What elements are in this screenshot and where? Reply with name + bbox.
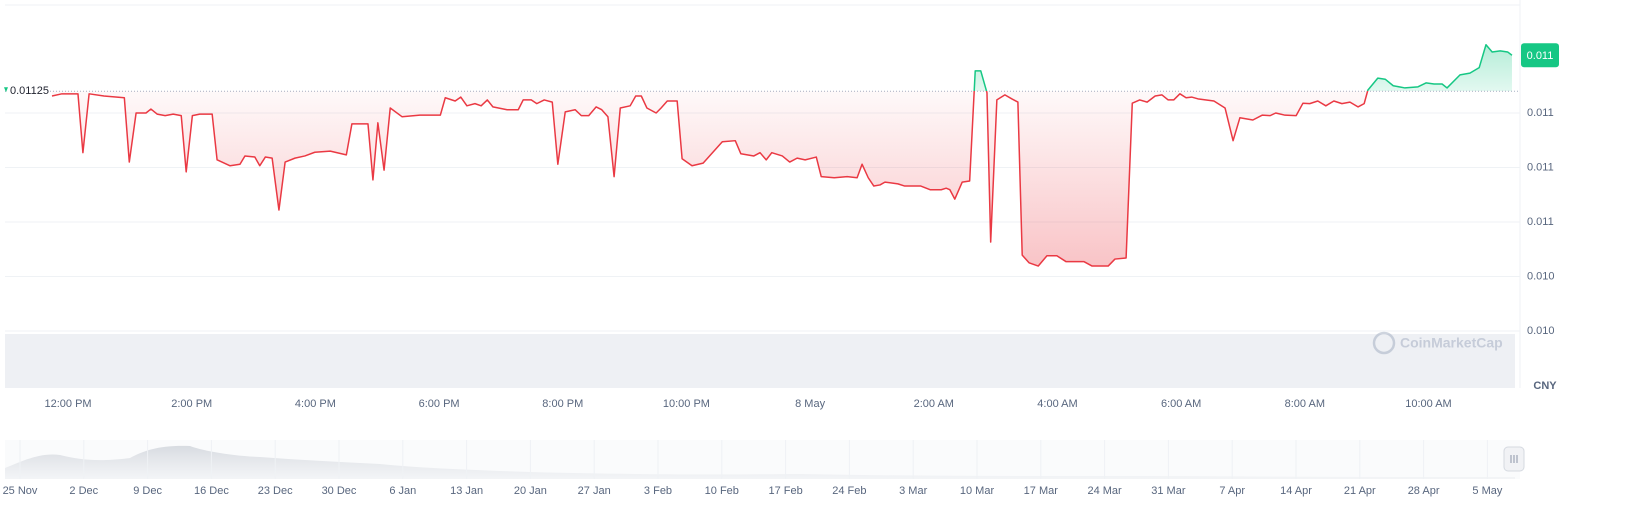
y-tick-label: 0.010: [1527, 325, 1555, 337]
watermark: CoinMarketCap: [1372, 331, 1503, 355]
price-line: [51, 44, 1513, 267]
x-tick-label: 8 May: [795, 398, 825, 410]
x-tick-label: 2:00 AM: [914, 398, 954, 410]
navigator: 25 Nov 2 Dec 9 Dec 16 Dec 23 Dec 30 Dec 6 Jan 1…: [3, 440, 1503, 497]
navigator-label: 13 Jan: [450, 485, 483, 497]
navigator-label: 3 Mar: [899, 485, 927, 497]
navigator-label: 30 Dec: [322, 485, 357, 497]
x-tick-label: 10:00 AM: [1405, 398, 1451, 410]
navigator-label: 10 Mar: [960, 485, 995, 497]
navigator-label: 20 Jan: [514, 485, 547, 497]
x-tick-label: 4:00 AM: [1037, 398, 1077, 410]
navigator-label: 25 Nov: [3, 485, 38, 497]
navigator-label: 10 Feb: [705, 485, 739, 497]
y-tick-label: 0.011: [1527, 216, 1554, 228]
plot-area: [5, 44, 1520, 332]
navigator-label: 24 Mar: [1087, 485, 1122, 497]
x-tick-label: 10:00 PM: [663, 398, 710, 410]
y-tick-label: 0.010: [1527, 270, 1555, 282]
navigator-label: 16 Dec: [194, 485, 229, 497]
baseline-label: 0.01125: [10, 85, 49, 97]
volume-band: [5, 334, 1515, 388]
x-tick-label: 12:00 PM: [45, 398, 92, 410]
navigator-label: 17 Mar: [1024, 485, 1059, 497]
navigator-label: 28 Apr: [1408, 485, 1440, 497]
currency-label: CNY: [1533, 380, 1557, 392]
navigator-label: 9 Dec: [133, 485, 162, 497]
x-tick-label: 6:00 PM: [419, 398, 460, 410]
watermark-text: CoinMarketCap: [1400, 335, 1503, 351]
x-tick-label: 4:00 PM: [295, 398, 336, 410]
navigator-label: 17 Feb: [768, 485, 802, 497]
navigator-label: 7 Apr: [1219, 485, 1245, 497]
navigator-label: 5 May: [1472, 485, 1502, 497]
navigator-label: 31 Mar: [1151, 485, 1186, 497]
navigator-label: 21 Apr: [1344, 485, 1376, 497]
navigator-label: 14 Apr: [1280, 485, 1312, 497]
navigator-label: 23 Dec: [258, 485, 293, 497]
navigator-label: 6 Jan: [389, 485, 416, 497]
price-tag: [1521, 43, 1559, 68]
navigator-label: 2 Dec: [69, 485, 98, 497]
x-tick-label: 2:00 PM: [171, 398, 212, 410]
navigator-label: 27 Jan: [578, 485, 611, 497]
x-tick-label: 6:00 AM: [1161, 398, 1201, 410]
navigator-label: 3 Feb: [644, 485, 672, 497]
y-tick-label: 0.011: [1527, 161, 1554, 173]
x-tick-label: 8:00 AM: [1285, 398, 1325, 410]
x-tick-label: 8:00 PM: [542, 398, 583, 410]
y-tick-label: 0.011: [1527, 107, 1554, 119]
baseline-marker: [4, 87, 8, 93]
watermark-logo: [1372, 331, 1396, 355]
baseline-label-bg: [6, 83, 50, 100]
navigator-area: [5, 445, 1515, 479]
navigator-label: 24 Feb: [832, 485, 866, 497]
price-tag-label: 0.011: [1527, 50, 1554, 62]
